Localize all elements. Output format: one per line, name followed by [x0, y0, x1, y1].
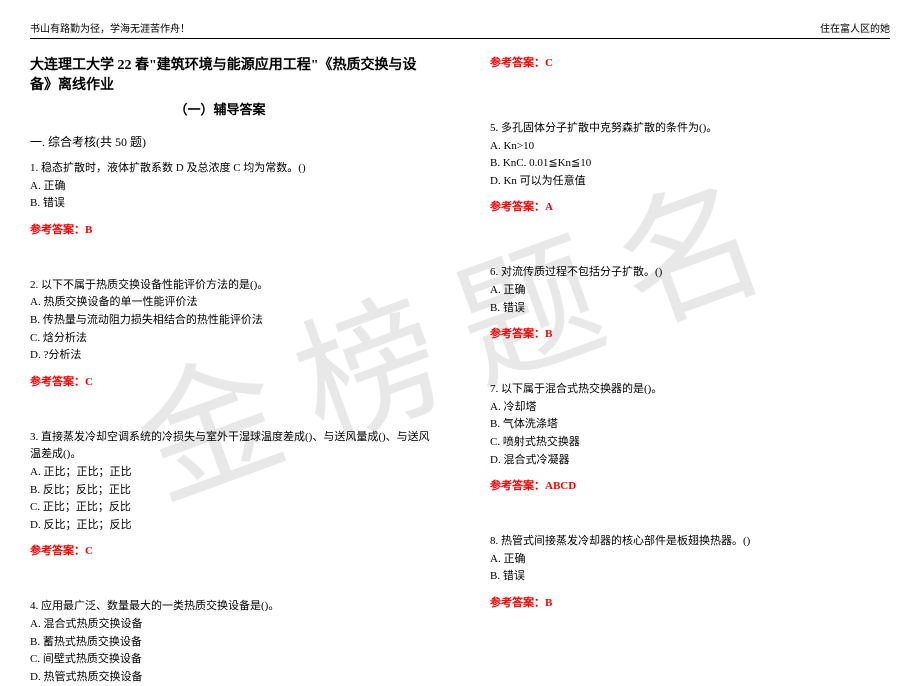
question-text: 4. 应用最广泛、数量最大的一类热质交换设备是()。: [30, 598, 430, 616]
answer: 参考答案：B: [490, 325, 890, 341]
option: A. 正比；正比；正比: [30, 464, 430, 482]
option: C. 正比；正比；反比: [30, 499, 430, 517]
option: B. 气体洗涤塔: [490, 416, 890, 434]
option: B. 错误: [490, 568, 890, 586]
option: B. 蓄热式热质交换设备: [30, 634, 430, 652]
option: A. 热质交换设备的单一性能评价法: [30, 294, 430, 312]
option: A. 正确: [30, 178, 430, 196]
option: A. 正确: [490, 551, 890, 569]
right-column: 参考答案：C 5. 多孔固体分子扩散中克努森扩散的条件为()。 A. Kn>10…: [490, 54, 890, 686]
question-3: 3. 直接蒸发冷却空调系统的冷损失与室外干湿球温度差成()、与送风量成()、与送…: [30, 429, 430, 559]
question-2: 2. 以下不属于热质交换设备性能评价方法的是()。 A. 热质交换设备的单一性能…: [30, 277, 430, 389]
answer: 参考答案：C: [30, 542, 430, 558]
title-line2: （一）辅导答案: [30, 99, 410, 118]
option: C. 喷射式热交换器: [490, 434, 890, 452]
option: C. 间壁式热质交换设备: [30, 651, 430, 669]
option: A. 冷却塔: [490, 399, 890, 417]
page-content: 书山有路勤为径，学海无涯苦作舟！ 住在富人区的她 大连理工大学 22 春"建筑环…: [30, 20, 890, 686]
question-text: 1. 稳态扩散时，液体扩散系数 D 及总浓度 C 均为常数。(): [30, 160, 430, 178]
question-8: 8. 热管式间接蒸发冷却器的核心部件是板翅换热器。() A. 正确 B. 错误 …: [490, 533, 890, 610]
option: A. 混合式热质交换设备: [30, 616, 430, 634]
option: A. Kn>10: [490, 138, 890, 156]
question-text: 8. 热管式间接蒸发冷却器的核心部件是板翅换热器。(): [490, 533, 890, 551]
option: B. 错误: [490, 300, 890, 318]
question-4: 4. 应用最广泛、数量最大的一类热质交换设备是()。 A. 混合式热质交换设备 …: [30, 598, 430, 686]
option: D. 反比；正比；反比: [30, 517, 430, 535]
option: D. 热管式热质交换设备: [30, 669, 430, 686]
header-right: 住在富人区的她: [820, 20, 890, 35]
answer: 参考答案：C: [30, 373, 430, 389]
option: C. 焓分析法: [30, 330, 430, 348]
question-6: 6. 对流传质过程不包括分子扩散。() A. 正确 B. 错误 参考答案：B: [490, 264, 890, 341]
question-text: 3. 直接蒸发冷却空调系统的冷损失与室外干湿球温度差成()、与送风量成()、与送…: [30, 429, 430, 464]
option: A. 正确: [490, 282, 890, 300]
question-text: 5. 多孔固体分子扩散中克努森扩散的条件为()。: [490, 120, 890, 138]
columns-container: 大连理工大学 22 春"建筑环境与能源应用工程"《热质交换与设备》离线作业 （一…: [30, 54, 890, 686]
answer: 参考答案：B: [30, 221, 430, 237]
option: B. 传热量与流动阻力损失相结合的热性能评价法: [30, 312, 430, 330]
section-title: 一. 综合考核(共 50 题): [30, 133, 430, 150]
header-left: 书山有路勤为径，学海无涯苦作舟！: [30, 20, 190, 35]
answer-top: 参考答案：C: [490, 54, 890, 70]
title-line1: 大连理工大学 22 春"建筑环境与能源应用工程"《热质交换与设备》离线作业: [30, 54, 430, 94]
question-text: 6. 对流传质过程不包括分子扩散。(): [490, 264, 890, 282]
question-text: 7. 以下属于混合式热交换器的是()。: [490, 381, 890, 399]
answer: 参考答案：ABCD: [490, 477, 890, 493]
option: D. 混合式冷凝器: [490, 452, 890, 470]
left-column: 大连理工大学 22 春"建筑环境与能源应用工程"《热质交换与设备》离线作业 （一…: [30, 54, 430, 686]
option: B. KnC. 0.01≦Kn≦10: [490, 155, 890, 173]
header-row: 书山有路勤为径，学海无涯苦作舟！ 住在富人区的她: [30, 20, 890, 39]
question-1: 1. 稳态扩散时，液体扩散系数 D 及总浓度 C 均为常数。() A. 正确 B…: [30, 160, 430, 237]
option: B. 错误: [30, 195, 430, 213]
option: D. ?分析法: [30, 347, 430, 365]
question-text: 2. 以下不属于热质交换设备性能评价方法的是()。: [30, 277, 430, 295]
answer: 参考答案：A: [490, 198, 890, 214]
question-7: 7. 以下属于混合式热交换器的是()。 A. 冷却塔 B. 气体洗涤塔 C. 喷…: [490, 381, 890, 493]
option: B. 反比；反比；正比: [30, 482, 430, 500]
question-5: 5. 多孔固体分子扩散中克努森扩散的条件为()。 A. Kn>10 B. KnC…: [490, 120, 890, 214]
answer: 参考答案：B: [490, 594, 890, 610]
option: D. Kn 可以为任意值: [490, 173, 890, 191]
